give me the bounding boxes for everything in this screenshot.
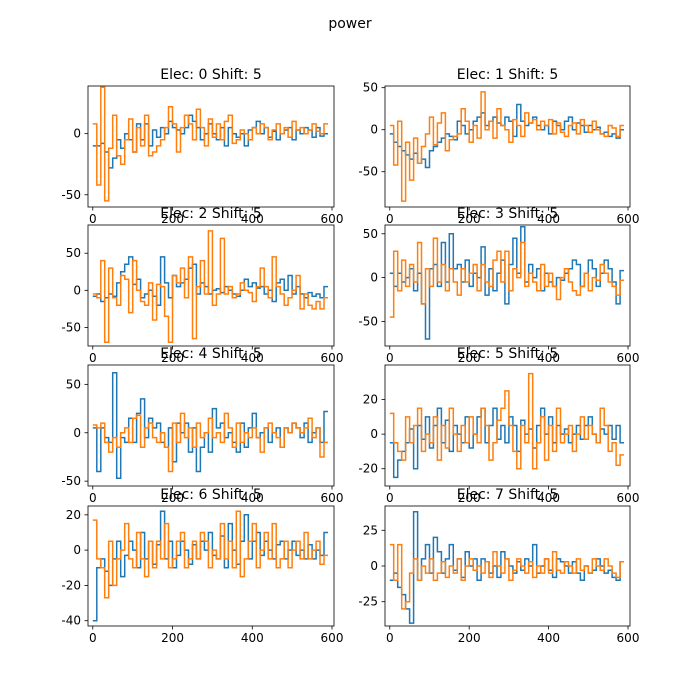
x-tick-label: 200 xyxy=(161,631,184,645)
axes-frame xyxy=(384,85,631,208)
subplot-2: 0 200 400 600 -50 0 50 Elec: 2 Shift: 5 xyxy=(61,206,343,365)
subplot-title: Elec: 7 Shift: 5 xyxy=(457,487,558,503)
y-tick-label: 20 xyxy=(66,508,81,522)
subplot-6: 0 200 400 600 -40 -20 0 20 Elec: 6 Shift: 5 xyxy=(61,487,343,645)
x-tick-label: 600 xyxy=(321,212,344,226)
y-tick-label: 0 xyxy=(73,127,81,141)
subplot-1: 0 200 400 600 -50 0 50 Elec: 1 Shift: 5 xyxy=(358,67,639,226)
x-tick-label: 200 xyxy=(458,351,481,365)
series-line-2 xyxy=(92,510,328,599)
series-line-2 xyxy=(389,372,624,470)
y-tick-label: 0 xyxy=(73,543,81,557)
series-line-2 xyxy=(92,86,328,202)
y-tick-label: 0 xyxy=(370,123,378,137)
subplot-4: 0 200 400 600 -50 0 50 Elec: 4 Shift: 5 xyxy=(61,346,343,505)
series-line-2 xyxy=(389,91,624,202)
x-tick-label: 0 xyxy=(89,491,97,505)
x-tick-label: 400 xyxy=(241,491,264,505)
x-tick-label: 200 xyxy=(161,212,184,226)
x-tick-label: 400 xyxy=(241,631,264,645)
y-tick-label: 0 xyxy=(370,427,378,441)
y-tick-label: -50 xyxy=(61,188,81,202)
series-line-2 xyxy=(389,543,624,610)
x-tick-label: 600 xyxy=(321,351,344,365)
x-tick-label: 200 xyxy=(458,631,481,645)
subplot-title: Elec: 2 Shift: 5 xyxy=(160,206,261,222)
series-line-2 xyxy=(389,237,624,318)
x-tick-label: 0 xyxy=(386,631,394,645)
figure-title: power xyxy=(328,16,372,32)
x-tick-label: 200 xyxy=(161,491,184,505)
subplot-title: Elec: 1 Shift: 5 xyxy=(457,67,558,83)
x-tick-label: 600 xyxy=(617,491,640,505)
axes-frame xyxy=(87,505,335,627)
series-line-2 xyxy=(92,230,328,344)
x-tick-label: 600 xyxy=(321,491,344,505)
x-tick-label: 0 xyxy=(386,351,394,365)
y-tick-label: -50 xyxy=(358,314,378,328)
subplot-title: Elec: 5 Shift: 5 xyxy=(457,346,558,362)
axes-frame xyxy=(87,85,335,208)
y-tick-label: -50 xyxy=(61,474,81,488)
y-tick-label: 0 xyxy=(73,283,81,297)
axes-frame xyxy=(384,364,631,487)
x-tick-label: 400 xyxy=(241,212,264,226)
subplot-title: Elec: 6 Shift: 5 xyxy=(160,487,261,503)
subplot-0: 0 200 400 600 -50 0 Elec: 0 Shift: 5 xyxy=(61,67,343,226)
y-tick-label: 50 xyxy=(66,246,81,260)
y-tick-label: 25 xyxy=(363,523,378,537)
x-tick-label: 600 xyxy=(617,631,640,645)
series-line-2 xyxy=(92,412,328,473)
y-tick-label: -20 xyxy=(61,578,81,592)
subplot-title: Elec: 4 Shift: 5 xyxy=(160,346,261,362)
y-tick-label: 0 xyxy=(73,426,81,440)
x-tick-label: 600 xyxy=(321,631,344,645)
x-tick-label: 600 xyxy=(617,351,640,365)
x-tick-label: 600 xyxy=(617,212,640,226)
y-tick-label: 0 xyxy=(370,559,378,573)
x-tick-label: 200 xyxy=(161,351,184,365)
x-tick-label: 400 xyxy=(537,212,560,226)
y-tick-label: -20 xyxy=(358,462,378,476)
series-line-1 xyxy=(389,103,624,169)
axes-frame xyxy=(384,224,631,347)
axes-frame xyxy=(87,224,335,347)
x-tick-label: 0 xyxy=(89,631,97,645)
y-tick-label: 50 xyxy=(363,81,378,95)
x-tick-label: 400 xyxy=(537,491,560,505)
subplot-5: 0 200 400 600 -20 0 20 Elec: 5 Shift: 5 xyxy=(358,346,639,505)
y-tick-label: -50 xyxy=(358,165,378,179)
y-tick-label: -50 xyxy=(61,320,81,334)
subplot-7: 0 200 400 600 -25 0 25 Elec: 7 Shift: 5 xyxy=(358,487,639,645)
axes-frame xyxy=(87,364,335,487)
subplot-title: Elec: 0 Shift: 5 xyxy=(160,67,261,83)
y-tick-label: 0 xyxy=(370,271,378,285)
y-tick-label: 20 xyxy=(363,393,378,407)
x-tick-label: 0 xyxy=(386,491,394,505)
y-tick-label: -40 xyxy=(61,614,81,628)
x-tick-label: 0 xyxy=(89,351,97,365)
y-tick-label: 50 xyxy=(66,377,81,391)
x-tick-label: 0 xyxy=(386,212,394,226)
x-tick-label: 0 xyxy=(89,212,97,226)
x-tick-label: 400 xyxy=(241,351,264,365)
y-tick-label: 50 xyxy=(363,227,378,241)
x-tick-label: 400 xyxy=(537,631,560,645)
x-tick-label: 200 xyxy=(458,212,481,226)
subplot-3: 0 200 400 600 -50 0 50 Elec: 3 Shift: 5 xyxy=(358,206,639,365)
subplot-title: Elec: 3 Shift: 5 xyxy=(457,206,558,222)
x-tick-label: 200 xyxy=(458,491,481,505)
x-tick-label: 400 xyxy=(537,351,560,365)
y-tick-label: -25 xyxy=(358,595,378,609)
